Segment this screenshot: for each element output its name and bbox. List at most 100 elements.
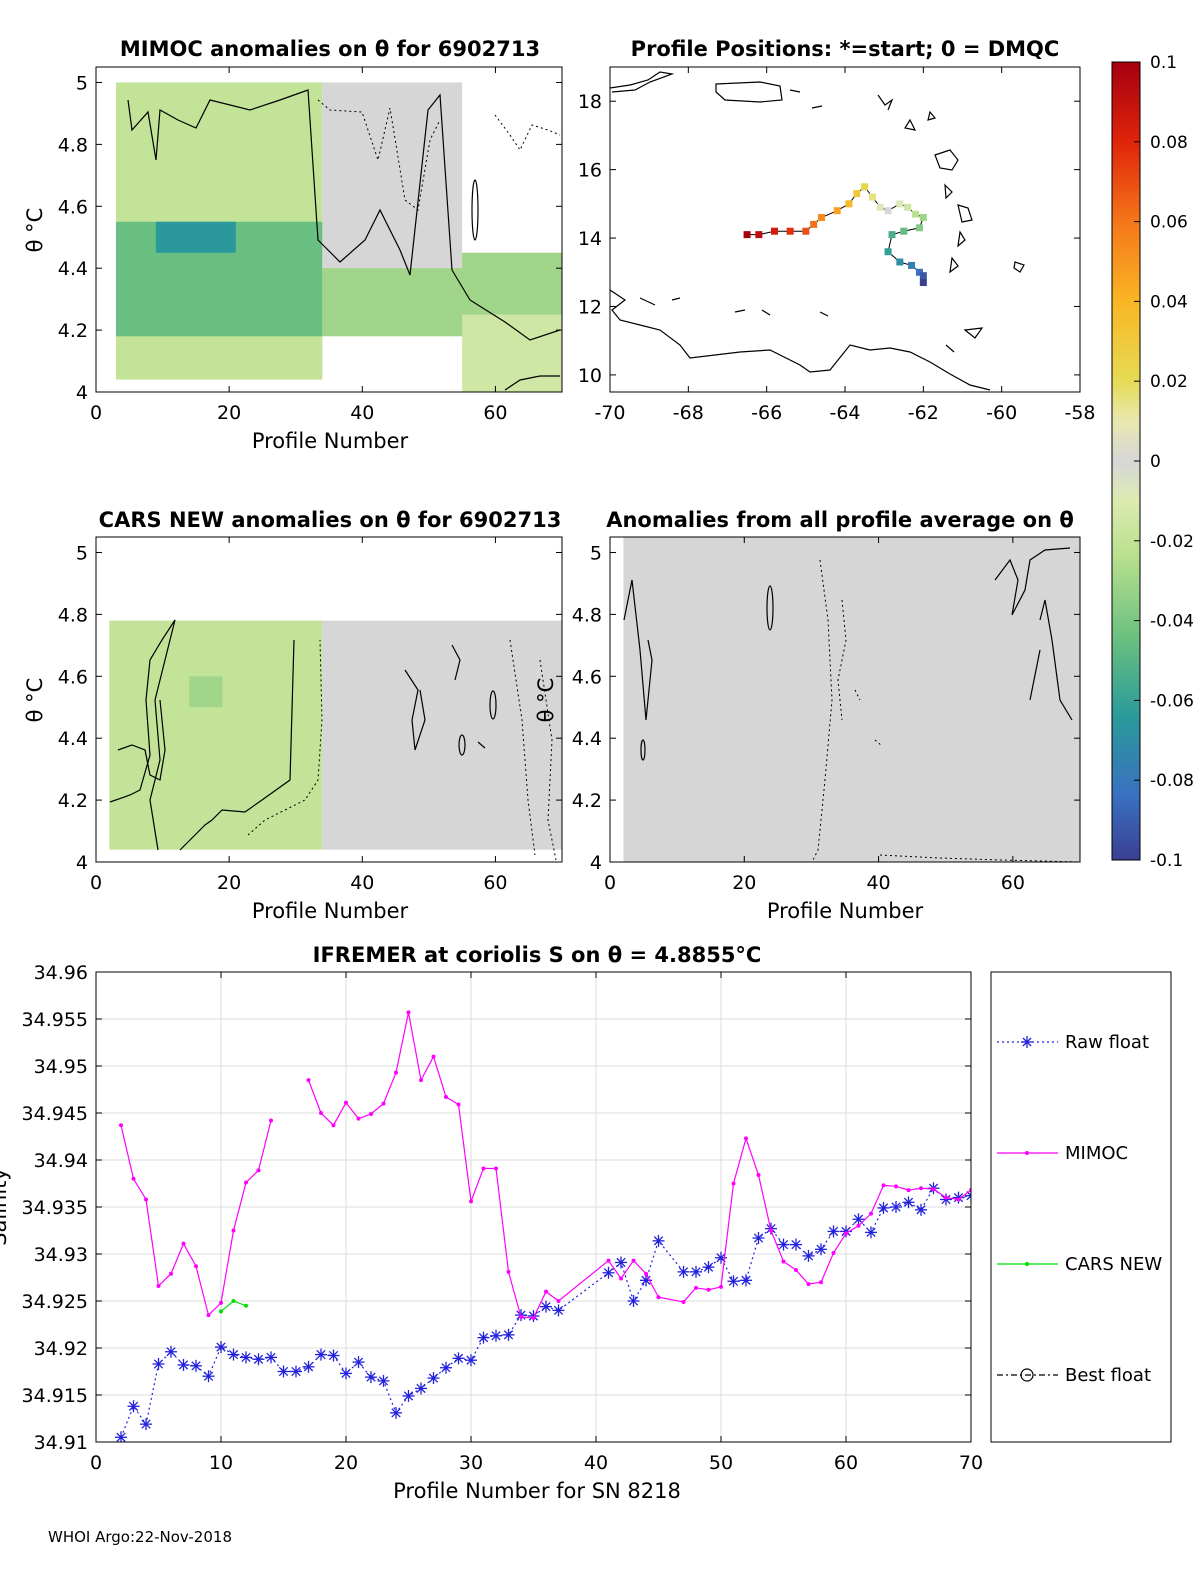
raw-float-marker [540,1300,552,1313]
raw-float-marker [240,1351,252,1364]
mimoc-marker [131,1176,136,1181]
profile-position-marker [845,200,853,208]
mimoc-marker [681,1299,686,1304]
profile-position-marker [771,227,778,235]
profile-position-marker [833,207,841,215]
positions-axes-box [609,66,1081,393]
raw-float-marker [890,1201,902,1213]
x-tick-label: 0 [90,1452,102,1474]
legend-label: Raw float [1065,1032,1149,1053]
heatmap-cell [322,82,463,269]
salinity-y-label: Salinity [0,1168,11,1246]
raw-float-marker [777,1238,790,1251]
raw-float-marker [690,1265,702,1278]
legend-label: Best float [1065,1365,1151,1386]
colorbar-tick-label: -0.06 [1150,691,1194,711]
y-tick-label: 34.94 [34,1150,88,1172]
raw-float-marker [215,1341,227,1354]
raw-float-marker [677,1265,690,1278]
mimoc-marker [244,1180,248,1185]
raw-float-marker [465,1354,477,1367]
mimoc-marker [606,1258,611,1263]
colorbar-tick-label: 0 [1150,452,1161,472]
cars-y-label: θ °C [23,678,47,723]
mimoc-marker [556,1299,561,1303]
mimoc-marker [381,1101,386,1106]
raw-float-marker [140,1418,152,1431]
mimoc-line [120,1120,272,1317]
mimoc-line [307,1012,971,1319]
mimoc-marker [844,1231,848,1236]
raw-float-marker [827,1225,840,1238]
mimoc-marker [194,1264,198,1269]
x-tick-label: 60 [483,872,507,894]
mimoc-marker [944,1195,948,1200]
raw-float-marker [327,1349,340,1362]
mimoc-marker [319,1111,323,1115]
x-tick-label: -58 [1064,402,1095,424]
y-tick-label: 4 [590,852,602,874]
mimoc-marker [344,1100,348,1105]
cars-new-marker [219,1309,223,1314]
profile-position-marker [915,224,923,232]
salinity-x-label: Profile Number for SN 8218 [393,1479,681,1503]
cars-axis-ticks: 0 20 40 60 4 4.2 4.4 4.6 4.8 5 [58,537,562,894]
y-tick-label: 34.93 [34,1244,88,1266]
panel-mimoc-anomalies: MIMOC anomalies on θ for 6902713 0 20 40 60… [23,37,563,453]
y-tick-label: 5 [76,72,88,94]
mimoc-marker [781,1259,786,1264]
heatmap-cell [462,314,562,392]
y-tick-label: 34.95 [34,1056,88,1078]
y-tick-label: 4.2 [572,790,602,812]
x-tick-label: 60 [834,1452,858,1474]
mimoc-marker [181,1241,186,1246]
colorbar: 0.1 0.08 0.06 0.04 0.02 0 -0.02 -0.04 -0.06 -0.08… [1111,53,1194,871]
y-tick-label: 4.2 [58,320,88,342]
raw-float-marker [165,1345,177,1358]
x-tick-label: 40 [350,872,374,894]
y-tick-label: 4.8 [58,604,88,626]
heatmap-cell [623,537,1080,862]
mimoc-marker [956,1197,961,1202]
colorbar-tick-label: 0.06 [1150,213,1188,233]
mimoc-marker [206,1313,211,1318]
raw-float-marker [615,1256,627,1269]
raw-float-marker [177,1358,190,1371]
y-tick-label: 4.6 [58,666,88,688]
raw-float-marker [802,1249,815,1262]
x-tick-label: -66 [751,402,782,424]
colorbar-tick-label: -0.08 [1150,771,1194,791]
raw-float-marker [227,1348,240,1361]
legend-item: Raw float [997,1032,1149,1053]
y-tick-label: 5 [76,542,88,564]
x-tick-label: -62 [908,402,939,424]
panel-all-profile-anomalies: Anomalies from all profile average on θ … [534,508,1081,923]
mimoc-marker [431,1054,436,1059]
mimoc-marker [394,1070,398,1075]
profile-position-marker [896,200,904,208]
positions-axis-ticks: -70 -68 -66 -64 -62 -60 -58 10 12 14 16 18 [578,67,1096,424]
mimoc-marker [231,1228,236,1233]
x-tick-label: -68 [673,402,704,424]
profile-position-marker [884,207,892,215]
legend-star-marker [1021,1036,1033,1048]
mimoc-marker [456,1102,461,1107]
all-profile-panel-title: Anomalies from all profile average on θ [606,508,1074,532]
raw-float-marker [315,1348,327,1361]
y-tick-label: 34.915 [22,1385,88,1407]
all-profile-axis-ticks: 0 20 40 60 4 4.2 4.4 4.6 4.8 5 [572,537,1080,894]
y-tick-label: 10 [578,365,602,387]
y-tick-label: 34.935 [22,1197,88,1219]
heatmap-cell [109,620,323,850]
profile-position-marker [919,279,927,287]
all-profile-axes-box [609,536,1081,863]
profile-position-marker [904,203,912,211]
x-tick-label: 50 [709,1452,733,1474]
raw-float-marker [190,1359,202,1372]
mimoc-panel-title: MIMOC anomalies on θ for 6902713 [120,37,540,61]
legend-dot-marker [1025,1151,1029,1155]
mimoc-marker [544,1289,548,1294]
mimoc-marker [769,1228,773,1233]
mimoc-marker [444,1095,448,1100]
raw-float-marker [490,1329,502,1342]
